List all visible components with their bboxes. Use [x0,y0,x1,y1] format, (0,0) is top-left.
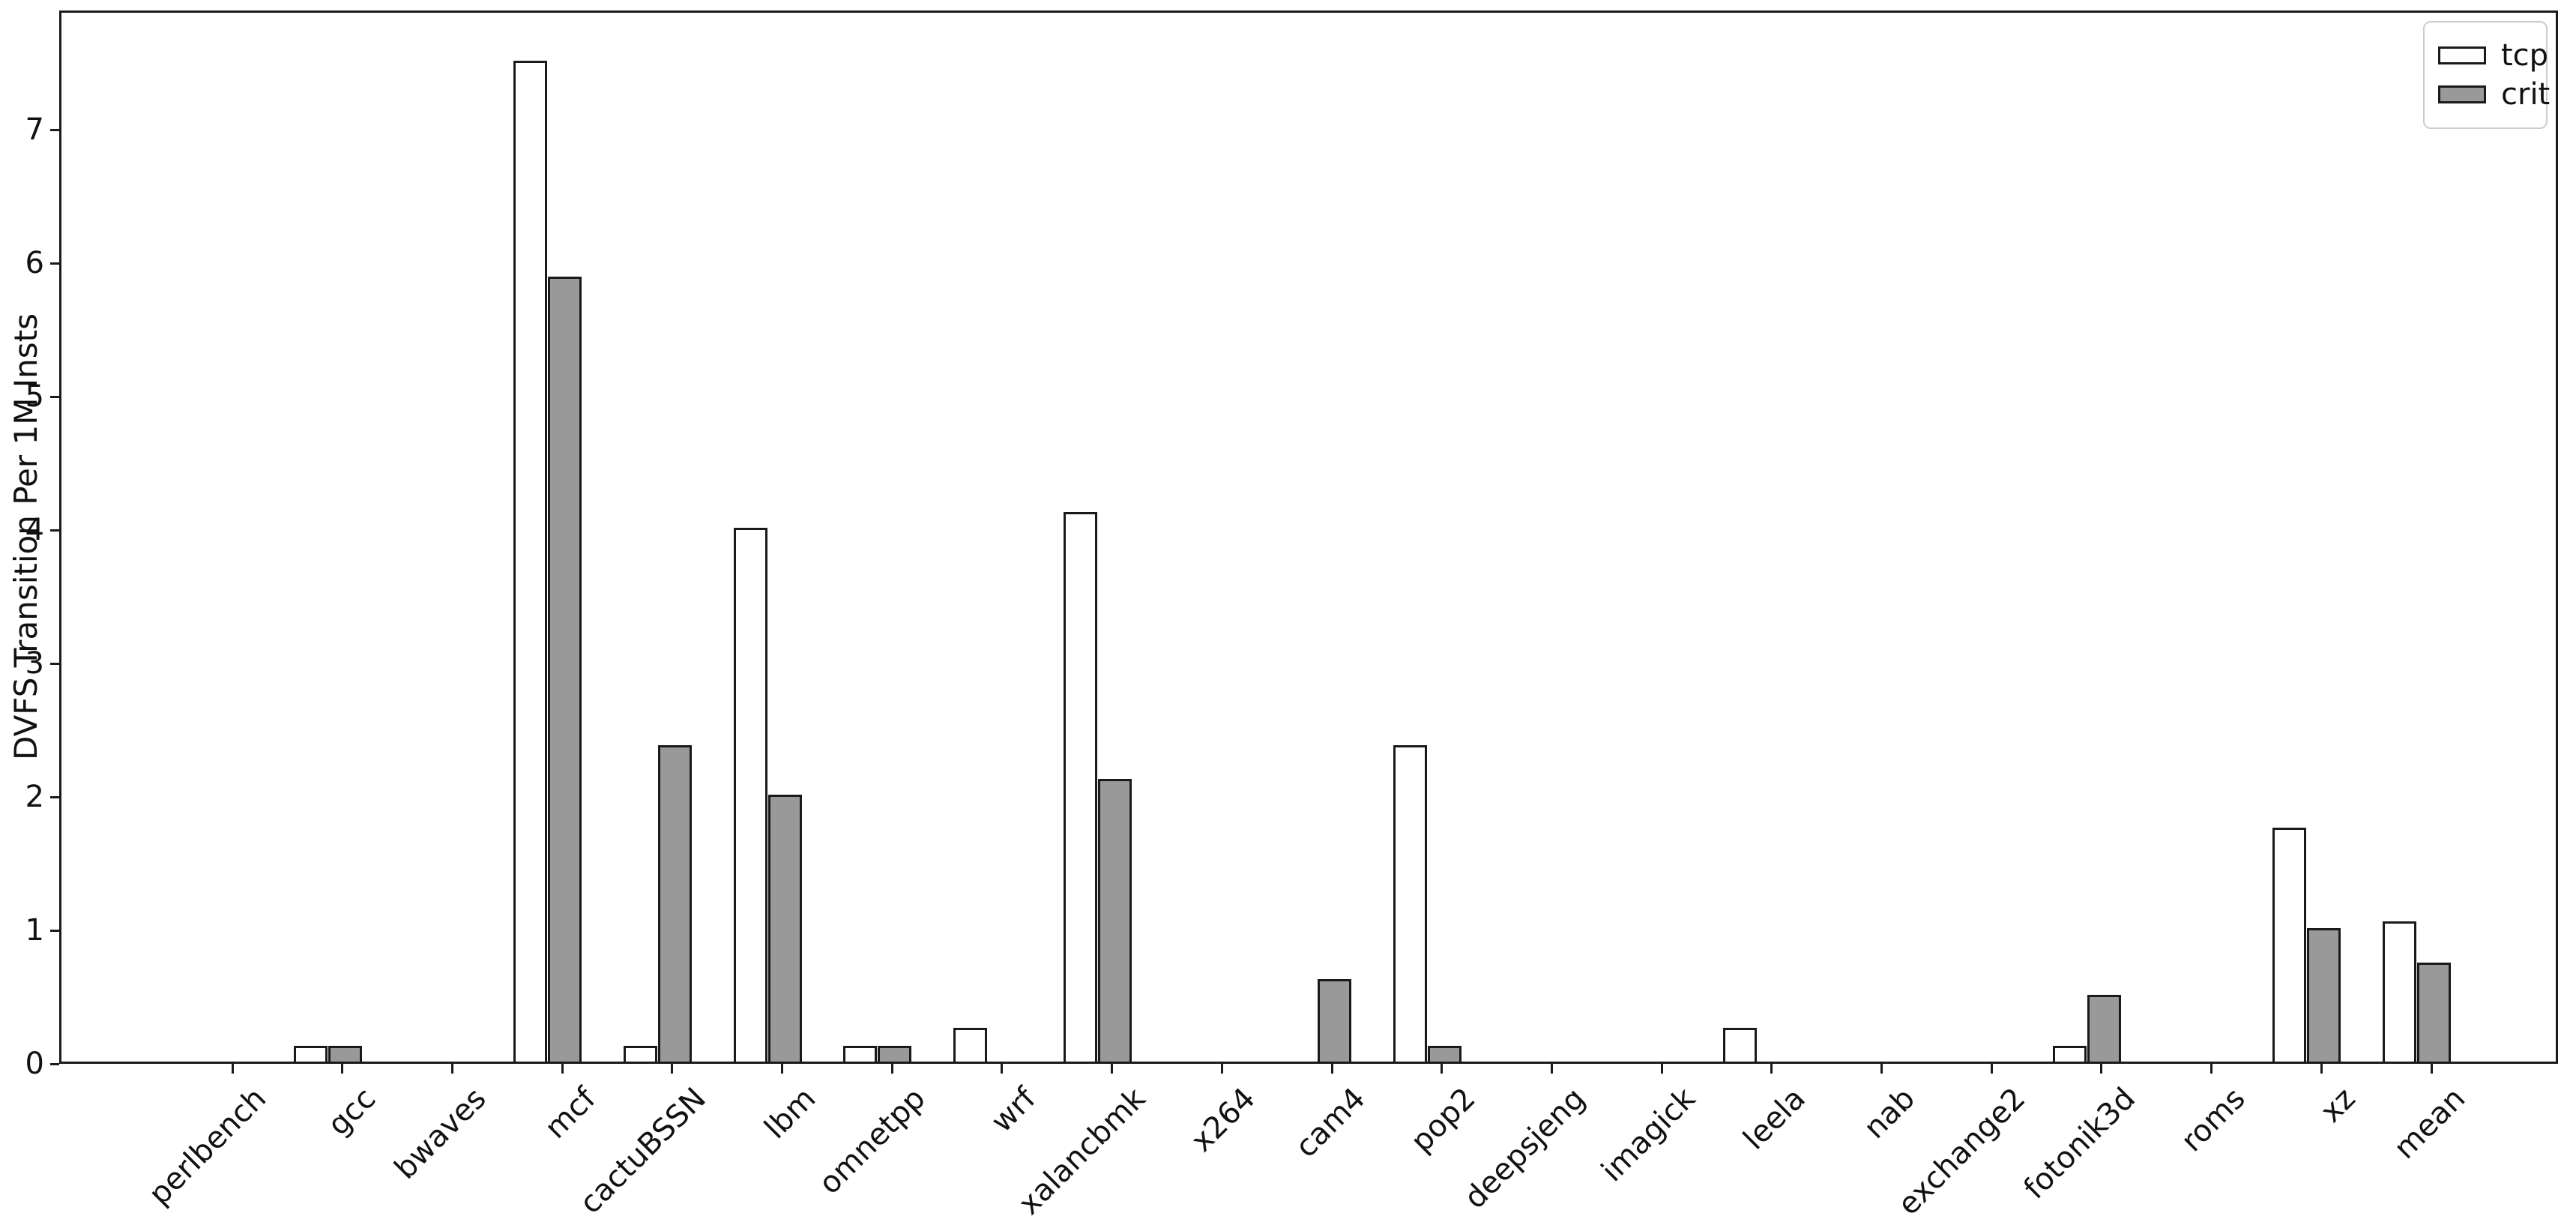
y-tick-mark [50,529,59,532]
legend-swatch-tcp [2438,46,2486,64]
x-tick-label-pop2: pop2 [1404,1081,1482,1160]
x-tick-mark [1441,1064,1444,1074]
y-tick-label: 0 [25,1047,44,1081]
bar-crit-xz [2307,928,2341,1062]
bar-tcp-fotonik3d [2052,1046,2087,1062]
y-tick-mark [50,1062,59,1065]
x-tick-mark [781,1064,783,1074]
bar-tcp-lbm [733,528,767,1062]
bar-tcp-gcc [293,1046,328,1062]
x-tick-label-roms: roms [2174,1081,2252,1159]
x-tick-mark [450,1064,453,1074]
bar-tcp-wrf [953,1028,987,1062]
bar-crit-omnetpp [878,1046,912,1062]
x-tick-label-omnetpp: omnetpp [812,1081,933,1202]
x-tick-label-perlbench: perlbench [142,1081,273,1212]
legend: tcp crit [2423,21,2550,129]
x-tick-mark [1550,1064,1553,1074]
legend-row-tcp: tcp [2438,39,2548,72]
x-tick-mark [1990,1064,1993,1074]
bar-tcp-leela [1722,1028,1757,1062]
bar-tcp-xalancbmk [1063,512,1097,1062]
y-tick-mark [50,262,59,265]
y-tick-label: 6 [25,246,44,280]
x-tick-label-lbm: lbm [758,1081,823,1146]
y-tick-label: 1 [25,913,44,948]
x-tick-label-mcf: mcf [538,1081,603,1146]
bar-crit-lbm [767,795,802,1062]
bar-tcp-omnetpp [843,1046,878,1062]
x-tick-mark [2430,1064,2433,1074]
y-tick-mark [50,662,59,665]
bar-crit-mcf [548,277,582,1062]
bar-tcp-pop2 [1393,745,1427,1062]
bar-crit-cactuBSSN [657,745,692,1062]
y-tick-mark [50,128,59,131]
x-tick-mark [1001,1064,1004,1074]
x-tick-mark [2320,1064,2323,1074]
x-tick-mark [1880,1064,1883,1074]
y-tick-label: 5 [25,379,44,414]
y-tick-mark [50,929,59,932]
x-tick-mark [231,1064,234,1074]
x-tick-label-cam4: cam4 [1288,1081,1372,1165]
y-tick-label: 2 [25,780,44,814]
bar-tcp-cactuBSSN [623,1046,657,1062]
bar-crit-cam4 [1318,979,1351,1062]
x-tick-mark [1660,1064,1663,1074]
x-tick-label-imagick: imagick [1594,1081,1702,1189]
legend-row-crit: crit [2438,78,2550,111]
x-tick-label-fotonik3d: fotonik3d [2017,1081,2142,1206]
x-tick-mark [561,1064,564,1074]
x-tick-mark [1220,1064,1223,1074]
x-tick-label-leela: leela [1737,1081,1812,1157]
x-tick-label-bwaves: bwaves [387,1081,493,1187]
y-tick-label: 7 [25,112,44,147]
x-tick-mark [341,1064,344,1074]
legend-swatch-crit [2438,85,2486,103]
y-tick-label: 4 [25,513,44,547]
bar-crit-fotonik3d [2087,995,2121,1062]
y-tick-label: 3 [25,646,44,681]
x-tick-label-xz: xz [2314,1081,2362,1130]
x-tick-label-mean: mean [2387,1081,2472,1167]
x-tick-mark [1330,1064,1333,1074]
x-tick-label-x264: x264 [1184,1081,1263,1159]
bar-crit-xalancbmk [1097,779,1132,1062]
x-tick-mark [671,1064,674,1074]
plot-area [59,10,2558,1064]
x-tick-mark [2210,1064,2213,1074]
legend-label-tcp: tcp [2501,38,2549,73]
bar-tcp-xz [2272,828,2307,1062]
bar-tcp-mcf [513,61,548,1062]
bar-crit-gcc [328,1046,362,1062]
x-tick-label-nab: nab [1857,1081,1922,1146]
x-tick-label-wrf: wrf [984,1081,1043,1140]
y-tick-mark [50,395,59,398]
x-tick-mark [2100,1064,2103,1074]
legend-label-crit: crit [2501,77,2551,112]
x-tick-label-gcc: gcc [321,1081,383,1143]
x-tick-mark [1770,1064,1773,1074]
bar-tcp-mean [2383,921,2416,1062]
x-tick-mark [890,1064,893,1074]
x-tick-mark [1111,1064,1114,1074]
bar-crit-mean [2417,963,2451,1062]
bar-crit-pop2 [1427,1046,1462,1062]
y-tick-mark [50,795,59,798]
